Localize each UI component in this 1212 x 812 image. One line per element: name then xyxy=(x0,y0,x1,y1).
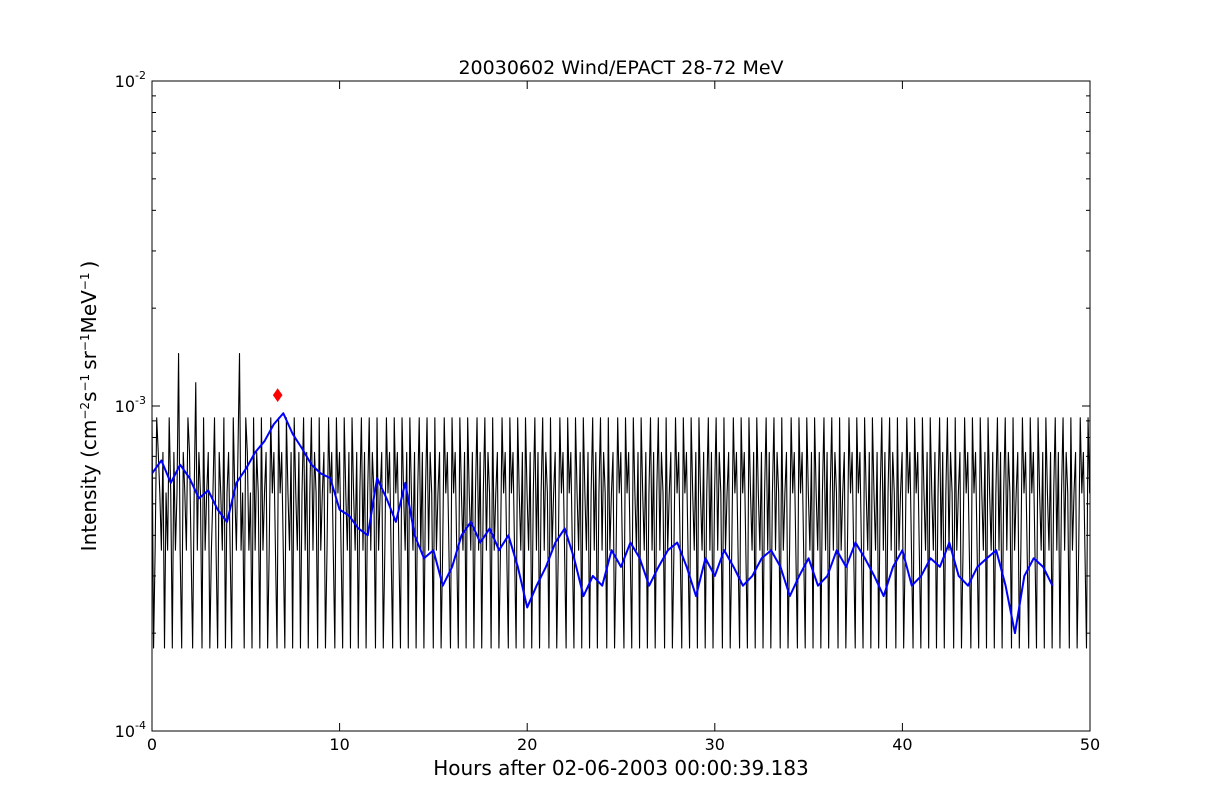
y-tick-label: 10-3 xyxy=(115,394,146,416)
series-line-smoothed xyxy=(152,412,1054,635)
x-axis-label: Hours after 02-06-2003 00:00:39.183 xyxy=(433,756,809,780)
x-tick-label: 20 xyxy=(517,735,537,754)
x-tick-label: 40 xyxy=(892,735,912,754)
x-axis: 0 10 20 30 40 50 xyxy=(147,81,1100,754)
y-axis: 10-4 10-3 10-2 xyxy=(115,69,1090,741)
plot-area xyxy=(152,353,1090,649)
x-tick-label: 10 xyxy=(329,735,349,754)
x-tick-label: 0 xyxy=(147,735,157,754)
peak-marker xyxy=(272,388,283,403)
y-tick-label: 10-2 xyxy=(115,69,146,91)
x-tick-label: 50 xyxy=(1080,735,1100,754)
y-axis-label: Intensity (cm−2s−1sr−1MeV−1) xyxy=(77,261,101,552)
y-tick-label: 10-4 xyxy=(115,719,146,741)
chart-title: 20030602 Wind/EPACT 28-72 MeV xyxy=(458,57,783,79)
x-tick-label: 30 xyxy=(705,735,725,754)
plot-frame xyxy=(151,80,1091,732)
series-line-raw xyxy=(152,353,1090,649)
